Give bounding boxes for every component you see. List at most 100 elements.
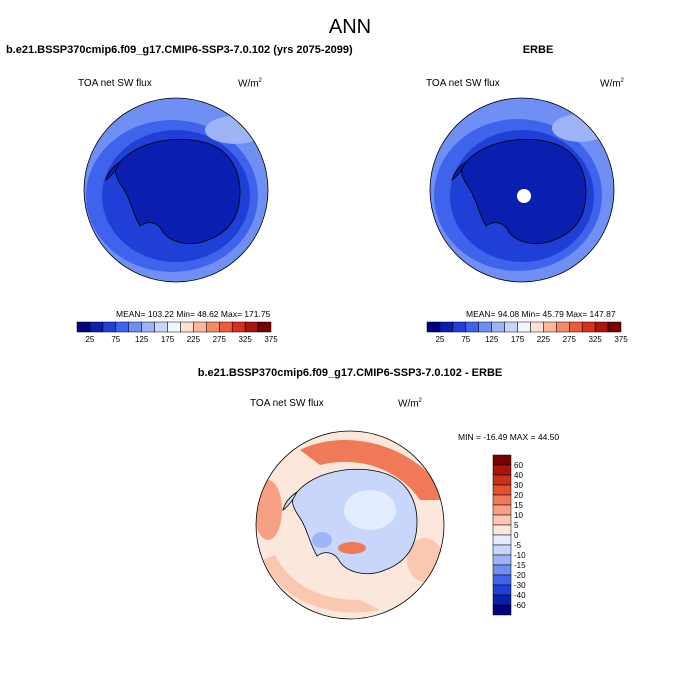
- diff-colorbar-box: [492, 494, 512, 506]
- right-colorbar-tick-label: 25: [435, 335, 444, 344]
- left-colorbar-tick-label: 275: [213, 335, 227, 344]
- left-colorbar-box: [115, 321, 129, 333]
- diff-colorbar-box: [492, 484, 512, 496]
- left-stats: MEAN= 103.22 Min= 48.62 Max= 171.75: [116, 309, 271, 319]
- right-colorbar-box: [517, 321, 531, 333]
- left-colorbar-box: [244, 321, 259, 333]
- left-colorbar-box: [128, 321, 142, 333]
- diff-colorbar-tick-label: -30: [514, 581, 526, 590]
- diff-colorbar-tick-label: 20: [514, 491, 523, 500]
- right-stats: MEAN= 94.08 Min= 45.79 Max= 147.87: [466, 309, 616, 319]
- diff-colorbar-tick-label: -40: [514, 591, 526, 600]
- right-colorbar-box: [569, 321, 583, 333]
- right-colorbar-box: [452, 321, 467, 333]
- left-colorbar-tick-label: 175: [161, 335, 175, 344]
- main-title: ANN: [328, 16, 372, 38]
- diff-map-positive-band-north: [300, 440, 444, 500]
- left-colorbar-box: [76, 321, 91, 333]
- right-colorbar-box: [530, 321, 544, 333]
- right-colorbar-box: [556, 321, 570, 333]
- right-map-missing-pole: [517, 189, 531, 203]
- right-colorbar-box: [426, 321, 441, 333]
- diff-colorbar-tick-label: 0: [514, 531, 519, 540]
- left-colorbar-box: [180, 321, 194, 333]
- left-colorbar-box: [219, 321, 233, 333]
- left-colorbar-tick-label: 325: [238, 335, 252, 344]
- right-colorbar-box: [478, 321, 492, 333]
- left-colorbar-box: [231, 321, 246, 333]
- diff-colorbar-tick-label: 10: [514, 511, 523, 520]
- right-colorbar-box: [504, 321, 518, 333]
- right-colorbar-box: [491, 321, 505, 333]
- right-colorbar-box: [581, 321, 596, 333]
- left-colorbar-tick-label: 375: [264, 335, 278, 344]
- diff-colorbar-box: [492, 514, 512, 526]
- diff-colorbar-box: [492, 564, 512, 576]
- right-colorbar-box: [439, 321, 454, 333]
- diff-map-west-patch: [256, 480, 282, 540]
- left-colorbar-box: [206, 321, 220, 333]
- left-colorbar: 25 75 125 175 225 275 325 375: [76, 321, 278, 344]
- right-colorbar-box: [543, 321, 557, 333]
- diff-colorbar-box: [492, 464, 512, 476]
- diff-colorbar-box: [492, 474, 512, 486]
- diff-colorbar-box: [492, 504, 512, 516]
- right-map-border: [429, 97, 615, 283]
- right-colorbar-tick-label: 375: [614, 335, 628, 344]
- right-colorbar-tick-label: 175: [511, 335, 525, 344]
- diff-colorbar-tick-label: 30: [514, 481, 523, 490]
- diff-colorbar-box: [492, 594, 512, 606]
- diff-colorbar-box: [492, 454, 512, 466]
- diff-variable-label: TOA net SW flux: [250, 398, 324, 409]
- left-units-label: W/m2: [238, 78, 262, 90]
- right-colorbar-tick-label: 75: [461, 335, 470, 344]
- diff-colorbar-tick-label: -10: [514, 551, 526, 560]
- right-colorbar-box: [465, 321, 479, 333]
- left-map-light-patch: [205, 116, 265, 144]
- right-colorbar-tick-label: 275: [563, 335, 577, 344]
- diff-colorbar-tick-label: -60: [514, 601, 526, 610]
- right-units-label: W/m2: [600, 78, 624, 90]
- left-colorbar-box: [154, 321, 168, 333]
- diff-colorbar-box: [492, 534, 512, 546]
- right-map: [429, 97, 615, 283]
- left-map: [83, 97, 269, 283]
- diff-panel-title: b.e21.BSSP370cmip6.f09_g17.CMIP6-SSP3-7.…: [197, 367, 503, 379]
- left-colorbar-tick-label: 75: [111, 335, 120, 344]
- left-colorbar-box: [193, 321, 207, 333]
- left-colorbar-box: [167, 321, 181, 333]
- diff-map: [255, 430, 445, 620]
- diff-map-border: [255, 430, 445, 620]
- diff-colorbar-tick-label: -5: [514, 541, 522, 550]
- diff-colorbar-tick-label: -20: [514, 571, 526, 580]
- diff-map-interior-dark: [312, 532, 332, 548]
- right-variable-label: TOA net SW flux: [426, 78, 500, 89]
- diff-colorbar-tick-label: -15: [514, 561, 526, 570]
- diff-colorbar-tick-label: 60: [514, 461, 523, 470]
- right-panel-title: ERBE: [522, 44, 554, 56]
- left-map-border: [83, 97, 269, 283]
- diff-colorbar-box: [492, 574, 512, 586]
- left-colorbar-box: [257, 321, 272, 333]
- diff-colorbar-box: [492, 544, 512, 556]
- left-colorbar-box: [102, 321, 117, 333]
- left-colorbar-tick-label: 25: [85, 335, 94, 344]
- diff-units-label: W/m2: [398, 398, 422, 410]
- left-colorbar-tick-label: 125: [135, 335, 149, 344]
- diff-colorbar-box: [492, 554, 512, 566]
- left-panel-title: b.e21.BSSP370cmip6.f09_g17.CMIP6-SSP3-7.…: [6, 44, 353, 56]
- left-colorbar-box: [141, 321, 155, 333]
- diff-map-shelf-positive: [338, 542, 366, 554]
- diff-colorbar-tick-label: 15: [514, 501, 523, 510]
- diff-colorbar-box: [492, 604, 512, 616]
- left-variable-label: TOA net SW flux: [78, 78, 152, 89]
- diff-colorbar-tick-label: 40: [514, 471, 523, 480]
- right-colorbar-tick-label: 125: [485, 335, 499, 344]
- diff-stats: MIN = -16.49 MAX = 44.50: [458, 432, 560, 442]
- right-colorbar: 25 75 125 175 225 275 325 375: [426, 321, 628, 344]
- diff-colorbar-tick-label: 5: [514, 521, 519, 530]
- diff-colorbar-box: [492, 524, 512, 536]
- left-colorbar-tick-label: 225: [187, 335, 201, 344]
